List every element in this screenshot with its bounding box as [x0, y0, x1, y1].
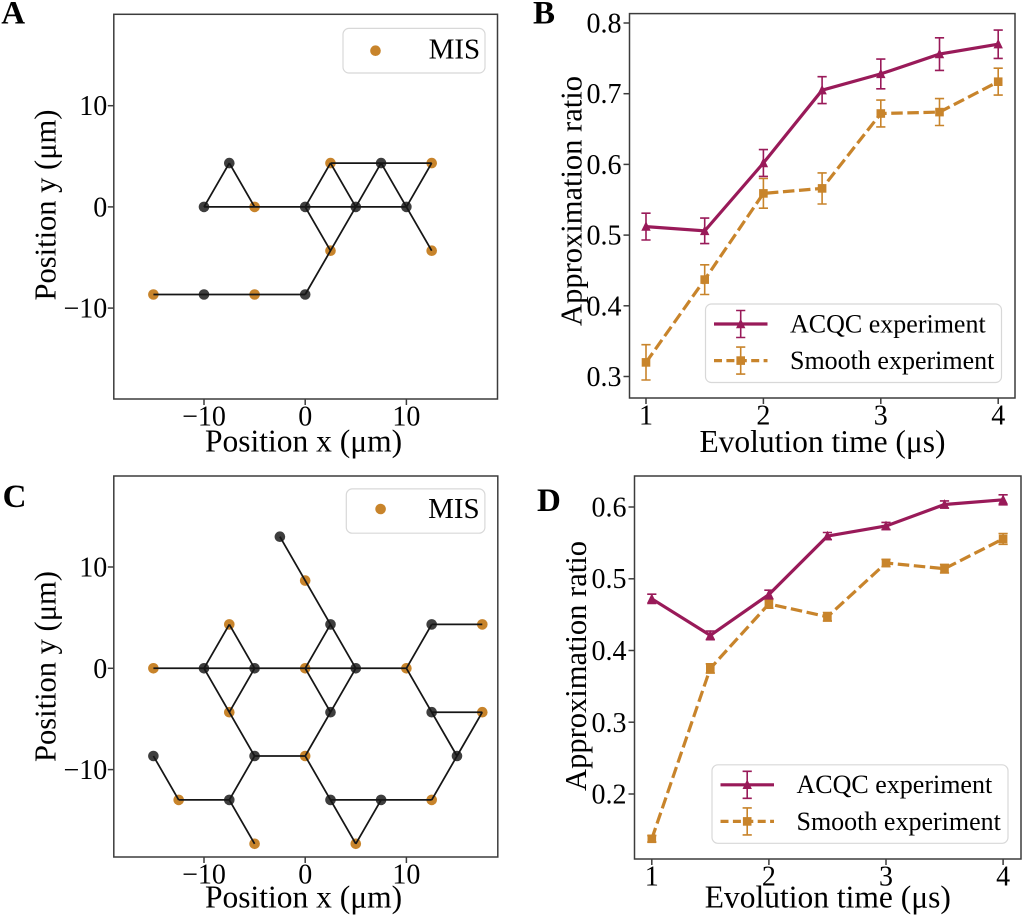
svg-text:C: C [3, 479, 27, 515]
svg-text:0.4: 0.4 [587, 291, 622, 322]
svg-text:Evolution time (μs): Evolution time (μs) [699, 424, 945, 459]
svg-text:B: B [533, 0, 555, 31]
svg-text:Position x (μm): Position x (μm) [205, 424, 402, 459]
svg-text:Smooth experiment: Smooth experiment [797, 807, 1002, 836]
svg-text:2: 2 [756, 401, 770, 432]
svg-text:0.5: 0.5 [592, 564, 627, 595]
svg-text:10: 10 [392, 860, 420, 891]
svg-text:0.8: 0.8 [587, 9, 622, 40]
svg-text:0.3: 0.3 [587, 362, 622, 393]
svg-text:0.2: 0.2 [592, 780, 627, 811]
svg-text:1: 1 [645, 862, 659, 893]
svg-text:10: 10 [392, 402, 420, 433]
svg-text:ACQC experiment: ACQC experiment [790, 309, 986, 338]
svg-text:−10: −10 [64, 755, 108, 786]
svg-text:Position y (μm): Position y (μm) [29, 571, 63, 762]
svg-text:0: 0 [298, 402, 312, 433]
svg-text:3: 3 [874, 401, 888, 432]
svg-text:0: 0 [298, 860, 312, 891]
svg-text:A: A [1, 0, 25, 31]
svg-text:0.6: 0.6 [592, 493, 627, 524]
svg-text:Approximation ratio: Approximation ratio [559, 541, 593, 791]
svg-text:0: 0 [93, 654, 107, 685]
svg-text:Approximation ratio: Approximation ratio [555, 76, 589, 326]
svg-text:−10: −10 [64, 294, 108, 325]
svg-text:10: 10 [79, 553, 107, 584]
svg-text:0.3: 0.3 [592, 708, 627, 739]
svg-text:0.4: 0.4 [592, 636, 627, 667]
svg-text:4: 4 [991, 401, 1005, 432]
svg-text:−10: −10 [182, 402, 226, 433]
svg-text:Evolution time (μs): Evolution time (μs) [705, 880, 951, 915]
svg-text:0.5: 0.5 [587, 221, 622, 252]
svg-text:10: 10 [79, 91, 107, 122]
svg-text:1: 1 [639, 401, 653, 432]
svg-text:0.7: 0.7 [587, 79, 622, 110]
svg-text:MIS: MIS [429, 33, 481, 65]
svg-text:MIS: MIS [428, 493, 480, 525]
svg-text:−10: −10 [182, 860, 226, 891]
svg-text:D: D [537, 483, 561, 519]
svg-text:0.6: 0.6 [587, 150, 622, 181]
svg-text:Position x (μm): Position x (μm) [205, 880, 402, 915]
svg-text:ACQC experiment: ACQC experiment [797, 770, 993, 799]
svg-text:Smooth experiment: Smooth experiment [790, 346, 995, 375]
svg-text:Position y (μm): Position y (μm) [29, 110, 63, 301]
svg-text:3: 3 [879, 862, 893, 893]
svg-text:0: 0 [93, 192, 107, 223]
svg-text:4: 4 [996, 862, 1010, 893]
svg-text:2: 2 [762, 862, 776, 893]
